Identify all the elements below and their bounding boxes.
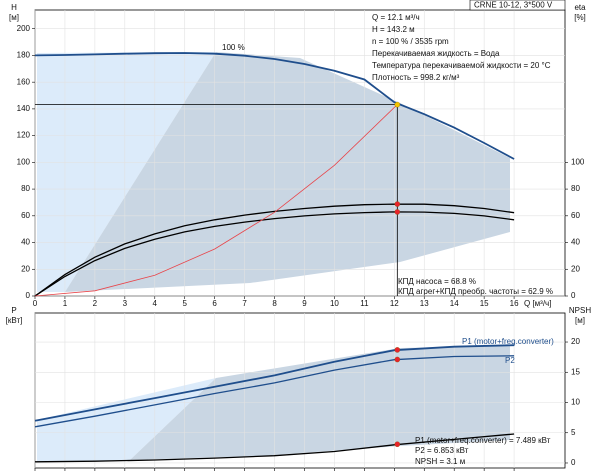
x-tick-label: 6 (212, 299, 217, 308)
y2-tick-label: 5 (571, 428, 576, 437)
y2-tick-label: 10 (571, 398, 580, 407)
x-tick-label: 3 (123, 299, 128, 308)
y-tick-label: 40 (21, 238, 30, 247)
series-label: P1 (motor+freq.converter) (462, 337, 554, 346)
series-line (34, 52, 515, 160)
annotation: Перекачиваемая жидкость = Вода (372, 49, 500, 58)
y-tick-label: 140 (17, 104, 31, 113)
x-tick-label: 12 (390, 299, 399, 308)
x-tick-label: 16 (510, 299, 519, 308)
series-line (34, 355, 515, 428)
y-tick-label: 80 (21, 184, 30, 193)
y-axis-label: [м] (9, 13, 19, 22)
y2-tick-label: 60 (571, 211, 580, 220)
annotation: КПД насоса = 68.8 % (398, 277, 476, 286)
x-tick-label: 13 (420, 299, 429, 308)
y2-axis-label: NPSH (569, 306, 591, 315)
y2-tick-label: 80 (571, 184, 580, 193)
y2-tick-label: 100 (571, 157, 585, 166)
operating-point (394, 347, 401, 353)
y2-tick-label: 20 (571, 264, 580, 273)
x-tick-label: 15 (480, 299, 489, 308)
y-tick-label: 0 (26, 291, 31, 300)
annotation: P2 = 6.853 кВт (415, 446, 469, 455)
y2-tick-label: 15 (571, 367, 580, 376)
y2-axis-label: [м] (575, 316, 585, 325)
y2-tick-label: 20 (571, 337, 580, 346)
annotation: NPSH = 3.1 м (415, 457, 465, 466)
annotation: Плотность = 998.2 кг/м³ (372, 73, 460, 82)
series-line (34, 104, 398, 297)
operating-point (394, 441, 401, 447)
y-tick-label: 160 (17, 77, 31, 86)
annotation: n = 100 % / 3535 rpm (372, 37, 449, 46)
operating-point (394, 356, 401, 363)
x-tick-label: 1 (63, 299, 68, 308)
y-tick-label: 120 (17, 131, 31, 140)
series-line (34, 433, 515, 463)
y-tick-label: 20 (21, 264, 30, 273)
x-tick-label: 4 (153, 299, 158, 308)
annotation: Q = 12.1 м³/ч (372, 13, 420, 22)
region-light (37, 52, 216, 292)
series-label: P2 (505, 356, 515, 365)
y-axis-label: [кВт] (6, 316, 23, 325)
annotation: Температура перекачиваемой жидкости = 20… (372, 61, 551, 70)
operating-point (394, 201, 401, 207)
y-tick-label: 60 (21, 211, 30, 220)
y-axis-label: P (11, 306, 16, 315)
y-axis-label: H (11, 3, 17, 12)
x-axis-label: Q [м³/ч] (524, 299, 551, 308)
y-tick-label: 200 (17, 24, 31, 33)
y2-tick-label: 40 (571, 238, 580, 247)
x-tick-label: 9 (302, 299, 307, 308)
y2-axis-label: eta (574, 3, 586, 12)
y2-tick-label: 0 (571, 291, 576, 300)
y-tick-label: 180 (17, 51, 31, 60)
x-tick-label: 14 (450, 299, 459, 308)
series-line (34, 211, 515, 297)
x-tick-label: 10 (330, 299, 339, 308)
region-shade (65, 52, 510, 292)
series-line (34, 344, 515, 422)
chart-title: CRNE 10-12, 3*500 V (474, 1, 553, 10)
x-tick-label: 5 (182, 299, 187, 308)
y2-tick-label: 0 (571, 458, 576, 467)
annotation: КПД агрег+КПД преобр. частоты = 62.9 % (398, 287, 553, 296)
operating-point (394, 209, 401, 215)
region-shade (130, 346, 510, 460)
annotation: P1 (motor+freq.converter) = 7.489 кВт (415, 436, 551, 445)
x-tick-label: 8 (272, 299, 277, 308)
region-light (37, 378, 216, 462)
y-tick-label: 100 (17, 157, 31, 166)
title-box (469, 0, 566, 11)
y2-axis-label: [%] (574, 13, 586, 22)
x-tick-label: 7 (242, 299, 247, 308)
x-tick-label: 11 (360, 299, 369, 308)
series-line (34, 203, 515, 297)
operating-point (394, 101, 401, 108)
x-tick-label: 0 (33, 299, 38, 308)
annotation: H = 143.2 м (372, 25, 415, 34)
x-tick-label: 2 (93, 299, 98, 308)
series-label: 100 % (222, 43, 245, 52)
